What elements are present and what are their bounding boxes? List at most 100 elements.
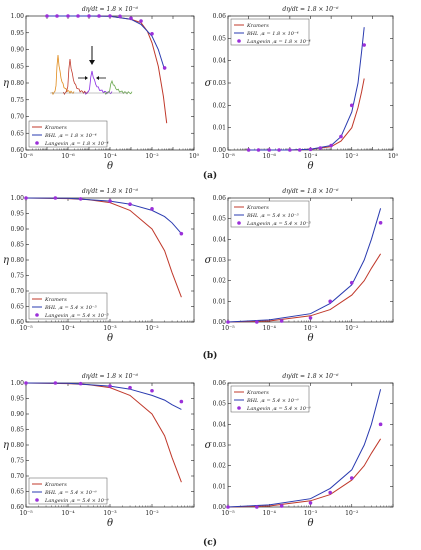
legend-swatch	[237, 39, 241, 43]
inset-arrowhead	[89, 60, 95, 65]
row-label-a: (a)	[203, 170, 217, 181]
legend-entry: Kramers	[44, 482, 67, 488]
y-tick-label: 0.02	[213, 102, 227, 109]
data-point	[349, 280, 354, 285]
y-tick-label: 0.60	[11, 319, 25, 326]
y-tick-label: 0.00	[213, 319, 227, 326]
x-tick-label: 10⁻⁸	[19, 153, 33, 160]
row-label-c: (c)	[203, 537, 217, 548]
legend-swatch	[35, 141, 39, 145]
x-axis-label: θ	[107, 333, 113, 344]
data-point	[256, 148, 261, 152]
x-tick-label: 10⁻⁴	[304, 153, 318, 160]
x-tick-label: 10⁻²	[345, 153, 359, 160]
data-point	[45, 14, 49, 18]
y-tick-label: 0.01	[213, 125, 226, 132]
chart-3-2: dη/dt = 1.8 × 10⁻⁶ 0.00 0.01 0.02 0.03 0.04 0.…	[205, 373, 394, 529]
data-point	[53, 381, 58, 385]
x-tick-label: 10⁻⁵	[19, 510, 33, 517]
series-line-1	[227, 208, 382, 323]
y-axis-label: σ	[205, 440, 213, 451]
y-tick-label: 0.75	[11, 273, 25, 280]
data-point	[277, 148, 281, 152]
data-point	[118, 14, 122, 19]
y-tick-label: 0.80	[11, 257, 25, 264]
y-tick-label: 0.05	[213, 216, 227, 223]
data-point	[349, 476, 354, 480]
data-point	[108, 384, 112, 388]
data-point	[328, 490, 332, 495]
x-tick-label: 10⁻²	[345, 325, 359, 332]
y-tick-label: 0.65	[11, 130, 25, 137]
y-tick-label: 0.60	[11, 147, 25, 154]
legend-entry: Kramers	[246, 390, 269, 396]
data-point	[297, 148, 302, 152]
data-point	[179, 399, 184, 404]
data-point	[24, 196, 28, 200]
y-axis-label: σ	[205, 255, 213, 266]
data-point	[108, 14, 112, 18]
legend-entry: BHL ,α = 1.8 × 10⁻⁴	[44, 133, 97, 139]
data-point	[328, 299, 332, 304]
x-tick-label: 10⁻³	[304, 510, 318, 517]
row-label-b: (b)	[203, 350, 218, 361]
data-point	[150, 31, 154, 36]
y-tick-label: 0.85	[11, 63, 25, 70]
x-axis-label: θ	[107, 161, 113, 172]
data-point	[150, 207, 154, 211]
chart-title: dη/dt = 1.8 × 10⁻⁶	[82, 188, 139, 195]
chart-2-1: dη/dt = 1.8 × 10⁻⁶ 0.60 0.65 0.70 0.75 0.80 0.…	[3, 188, 195, 344]
y-tick-label: 0.03	[213, 442, 227, 449]
legend-box	[28, 120, 108, 148]
y-tick-label: 0.60	[11, 504, 25, 511]
x-tick-label: 10⁻⁵	[19, 325, 33, 332]
x-tick-label: 10⁰	[388, 153, 399, 160]
x-tick-label: 10⁻³	[103, 325, 117, 332]
data-point	[288, 148, 292, 152]
legend-entry: Langevin ,α = 5.4 × 10⁻⁵	[44, 313, 109, 319]
x-tick-label: 10⁻³	[103, 510, 117, 517]
data-point	[97, 14, 101, 18]
y-tick-label: 0.02	[213, 463, 227, 470]
y-tick-label: 0.06	[213, 380, 227, 387]
y-axis-label: σ	[205, 78, 213, 89]
y-tick-label: 0.95	[11, 30, 25, 37]
data-point	[246, 148, 251, 152]
x-tick-label: 10⁻⁴	[263, 325, 277, 332]
data-point	[329, 143, 333, 148]
chart-1-2: dη/dt = 1.8 × 10⁻⁶ 0.00 0.01 0.02 0.03 0.04 0.…	[205, 6, 399, 172]
x-tick-label: 10⁰	[189, 153, 200, 160]
x-axis-label: θ	[307, 518, 313, 529]
y-axis-label: η	[3, 78, 9, 89]
data-point	[362, 43, 366, 47]
data-point	[87, 14, 91, 18]
y-tick-label: 1.00	[11, 195, 25, 202]
series-line-0	[227, 438, 382, 508]
y-tick-label: 0.03	[213, 80, 227, 87]
data-point	[128, 202, 132, 206]
legend-box	[28, 292, 108, 320]
y-tick-label: 0.95	[11, 211, 25, 218]
y-tick-label: 0.00	[213, 147, 227, 154]
chart-title: dη/dt = 1.8 × 10⁻⁶	[82, 373, 139, 380]
y-tick-label: 0.75	[11, 97, 25, 104]
y-tick-label: 0.05	[213, 401, 227, 408]
chart-3-1: dη/dt = 1.8 × 10⁻⁶ 0.60 0.65 0.70 0.75 0.80 0.…	[3, 373, 195, 529]
x-tick-label: 10⁻⁴	[263, 510, 277, 517]
series-line-1	[47, 15, 166, 70]
y-tick-label: 0.75	[11, 458, 25, 465]
data-point	[279, 504, 284, 508]
chart-1-1: dη/dt = 1.8 × 10⁻⁶ 0.60 0.65 0.70 0.75 0.80 0.…	[3, 6, 200, 172]
legend-entry: Langevin ,α = 1.8 × 10⁻⁴	[44, 141, 109, 147]
x-tick-label: 10⁻⁸	[221, 153, 235, 160]
data-point	[267, 148, 272, 152]
inset-peak	[104, 79, 133, 95]
data-point	[24, 381, 28, 385]
data-point	[318, 146, 323, 150]
data-point	[78, 197, 83, 201]
data-point	[179, 231, 184, 236]
series-line-1	[25, 382, 182, 410]
data-point	[150, 388, 154, 393]
data-point	[308, 501, 313, 505]
